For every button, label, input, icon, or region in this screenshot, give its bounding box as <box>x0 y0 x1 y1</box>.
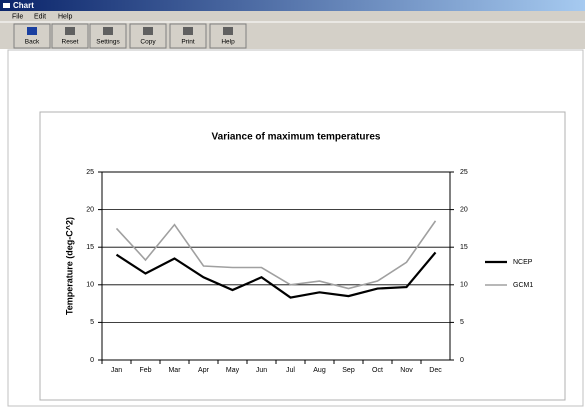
x-tick-label: Sep <box>342 367 355 374</box>
button-icon <box>103 27 113 35</box>
button-label[interactable]: Copy <box>140 39 156 46</box>
x-tick-label: Jan <box>111 367 122 374</box>
y-tick-label: 5 <box>90 319 94 326</box>
y-tick-label: 20 <box>86 206 94 213</box>
y2-tick-label: 20 <box>460 206 468 213</box>
button-icon <box>223 27 233 35</box>
menu-item[interactable]: File <box>12 13 23 20</box>
series-line <box>115 251 437 299</box>
menu-item[interactable]: Help <box>58 13 73 20</box>
legend-label: NCEP <box>513 259 533 266</box>
x-tick-label: Apr <box>198 367 210 374</box>
button-label[interactable]: Help <box>221 39 235 46</box>
window-icon <box>3 3 10 8</box>
y2-tick-label: 25 <box>460 169 468 176</box>
x-tick-label: Oct <box>372 367 383 374</box>
button-label[interactable]: Reset <box>62 39 79 46</box>
x-tick-label: Nov <box>400 367 413 374</box>
y-axis-label: Temperature (deg-C^2) <box>64 217 74 315</box>
window-title: Chart <box>13 1 34 10</box>
menu-item[interactable]: Edit <box>34 13 46 20</box>
x-tick-label: Dec <box>429 367 442 374</box>
button-icon <box>65 27 75 35</box>
y2-tick-label: 10 <box>460 282 468 289</box>
x-tick-label: Jul <box>286 367 295 374</box>
button-label[interactable]: Print <box>181 39 195 46</box>
y2-tick-label: 15 <box>460 244 468 251</box>
legend-label: GCM1 <box>513 282 533 289</box>
button-icon <box>143 27 153 35</box>
x-tick-label: Feb <box>139 367 151 374</box>
y-tick-label: 10 <box>86 282 94 289</box>
button-label[interactable]: Settings <box>96 39 120 46</box>
y-tick-label: 0 <box>90 357 94 364</box>
toolbar-button[interactable] <box>209 23 247 49</box>
x-tick-label: Aug <box>313 367 326 374</box>
y2-tick-label: 5 <box>460 319 464 326</box>
y2-tick-label: 0 <box>460 357 464 364</box>
toolbar-button[interactable] <box>169 23 207 49</box>
x-tick-label: May <box>226 367 240 374</box>
chart-panel <box>39 111 566 401</box>
series-line <box>115 220 437 290</box>
y-tick-label: 15 <box>86 244 94 251</box>
button-icon <box>183 27 193 35</box>
y-tick-label: 25 <box>86 169 94 176</box>
button-icon <box>27 27 37 35</box>
button-label[interactable]: Back <box>25 39 40 46</box>
x-tick-label: Mar <box>168 367 181 374</box>
chart-title: Variance of maximum temperatures <box>212 132 381 143</box>
title-bar <box>0 0 585 11</box>
x-tick-label: Jun <box>256 367 267 374</box>
